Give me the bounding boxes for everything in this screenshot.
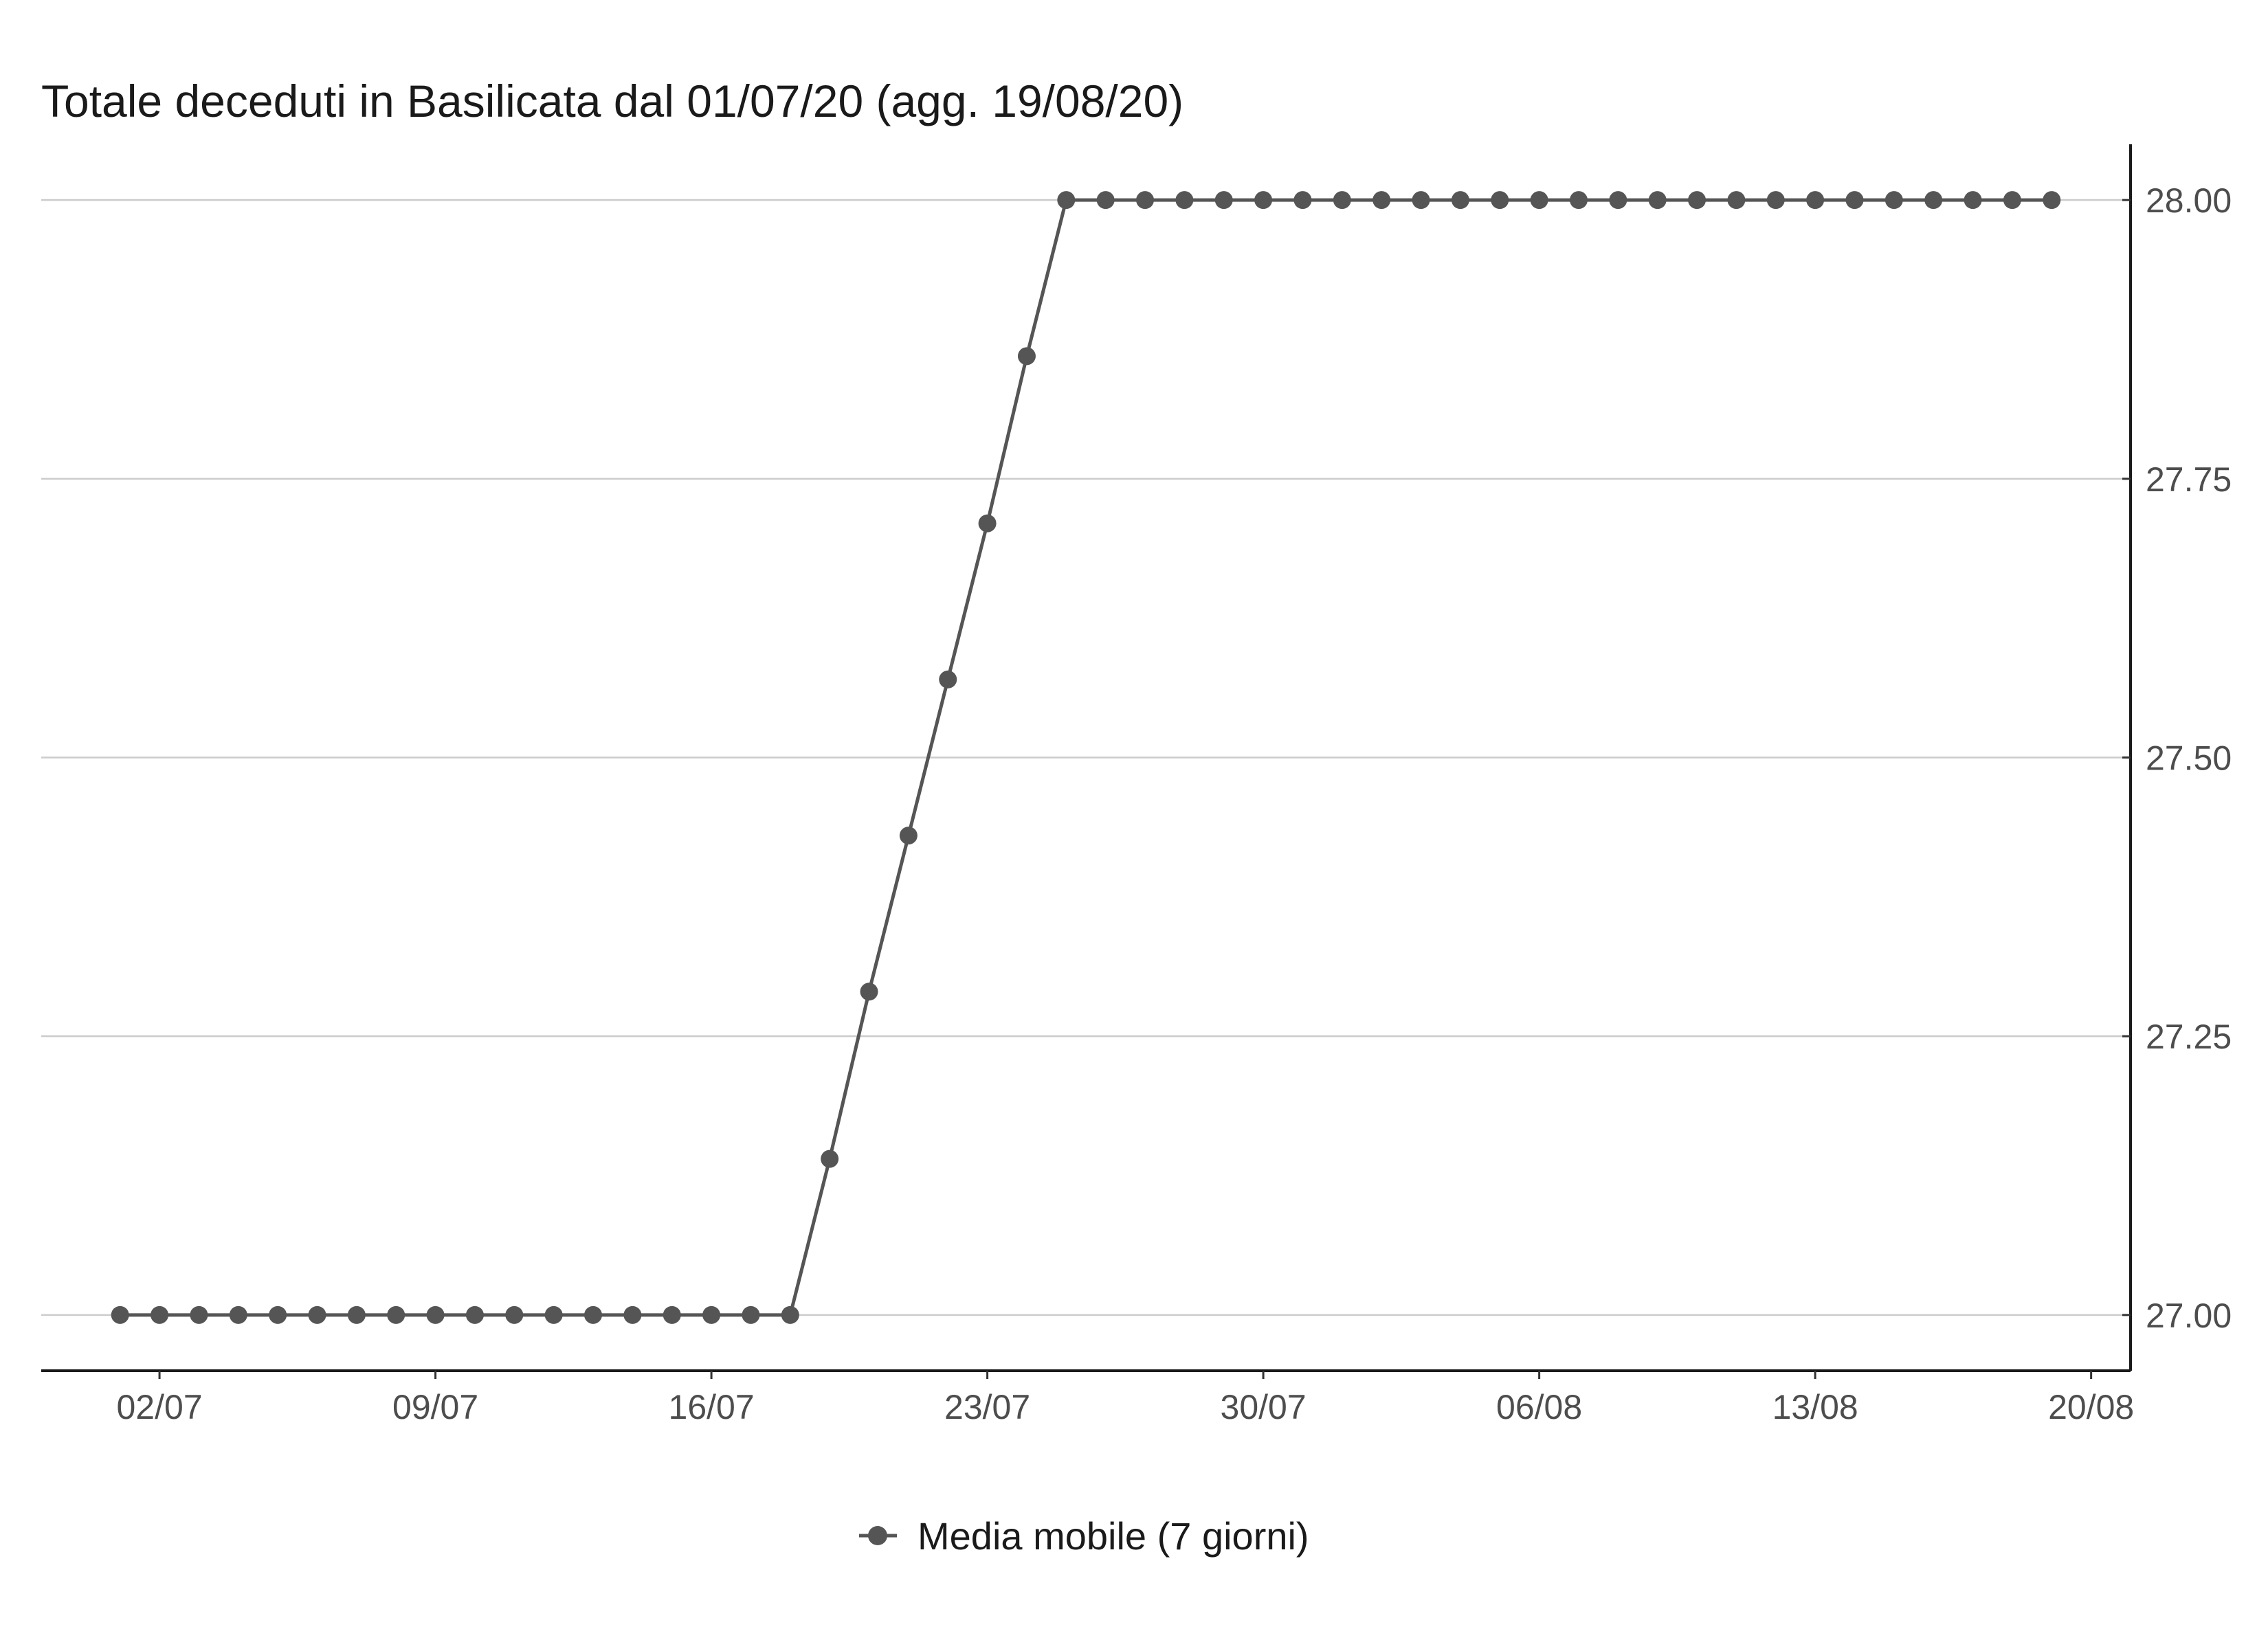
x-tick-label: 02/07 bbox=[117, 1388, 203, 1426]
legend: Media mobile (7 giorni) bbox=[859, 1514, 1309, 1558]
series-point bbox=[1254, 191, 1273, 210]
series-point bbox=[860, 983, 878, 1001]
plot-area: 02/07 09/07 16/07 23/07 30/07 06/08 13/08 20/08… bbox=[41, 144, 2232, 1426]
series-point bbox=[1017, 347, 1036, 366]
series-point bbox=[1372, 191, 1391, 210]
series-point bbox=[387, 1305, 405, 1324]
series-point bbox=[899, 827, 918, 845]
series-point bbox=[1766, 191, 1785, 210]
x-axis-ticks: 02/07 09/07 16/07 23/07 30/07 06/08 13/08 20/08 bbox=[117, 1371, 2134, 1426]
series-point bbox=[1885, 191, 1903, 210]
series-point bbox=[1727, 191, 1746, 210]
series-point bbox=[544, 1305, 563, 1324]
series-point bbox=[1491, 191, 1509, 210]
y-tick-label: 27.00 bbox=[2146, 1297, 2232, 1335]
series-point bbox=[1845, 191, 1864, 210]
y-gridlines bbox=[41, 199, 2131, 1316]
series-point bbox=[1057, 191, 1076, 210]
series-point bbox=[1412, 191, 1430, 210]
x-tick-label: 13/08 bbox=[1772, 1388, 1858, 1426]
series-point bbox=[269, 1305, 287, 1324]
legend-label: Media mobile (7 giorni) bbox=[918, 1514, 1309, 1558]
series-point bbox=[347, 1305, 366, 1324]
series-point bbox=[465, 1305, 484, 1324]
x-tick-label: 16/07 bbox=[669, 1388, 755, 1426]
series-point bbox=[1096, 191, 1115, 210]
x-tick-label: 30/07 bbox=[1221, 1388, 1307, 1426]
series-point bbox=[151, 1305, 169, 1324]
series-point bbox=[2043, 191, 2061, 210]
series-point bbox=[584, 1305, 603, 1324]
series-point bbox=[623, 1305, 642, 1324]
y-tick-label: 27.25 bbox=[2146, 1018, 2232, 1056]
series-point bbox=[1136, 191, 1155, 210]
x-tick-label: 09/07 bbox=[392, 1388, 478, 1426]
series-point bbox=[939, 670, 957, 688]
series-point bbox=[742, 1305, 760, 1324]
series-point bbox=[1924, 191, 1943, 210]
series-point bbox=[1806, 191, 1825, 210]
series-point bbox=[1214, 191, 1233, 210]
series-point bbox=[821, 1149, 839, 1168]
series-point bbox=[702, 1305, 721, 1324]
y-axis-ticks: 27.00 27.25 27.50 27.75 28.00 bbox=[2122, 181, 2232, 1335]
series-point bbox=[1293, 191, 1312, 210]
series-point bbox=[190, 1305, 208, 1324]
x-tick-label: 20/08 bbox=[2048, 1388, 2134, 1426]
series-point bbox=[229, 1305, 247, 1324]
series-point bbox=[1333, 191, 1351, 210]
series-point bbox=[2003, 191, 2021, 210]
series-point bbox=[1648, 191, 1667, 210]
series-point bbox=[1451, 191, 1469, 210]
series-point bbox=[426, 1305, 445, 1324]
series-point bbox=[978, 514, 997, 532]
series-point bbox=[1530, 191, 1548, 210]
y-tick-label: 28.00 bbox=[2146, 181, 2232, 220]
x-tick-label: 23/07 bbox=[944, 1388, 1030, 1426]
x-tick-label: 06/08 bbox=[1496, 1388, 1582, 1426]
series-point bbox=[1175, 191, 1194, 210]
series-points-group bbox=[111, 191, 2061, 1324]
series-point bbox=[308, 1305, 326, 1324]
series-point bbox=[1688, 191, 1706, 210]
series-point bbox=[781, 1305, 799, 1324]
series-point bbox=[111, 1305, 129, 1324]
series-point bbox=[505, 1305, 524, 1324]
series-point bbox=[663, 1305, 681, 1324]
y-tick-label: 27.75 bbox=[2146, 460, 2232, 499]
chart-title: Totale deceduti in Basilicata dal 01/07/… bbox=[41, 76, 1183, 126]
y-tick-label: 27.50 bbox=[2146, 739, 2232, 778]
series-point bbox=[1964, 191, 1982, 210]
series-point bbox=[1569, 191, 1588, 210]
legend-point-swatch bbox=[868, 1526, 887, 1545]
series-point bbox=[1609, 191, 1627, 210]
